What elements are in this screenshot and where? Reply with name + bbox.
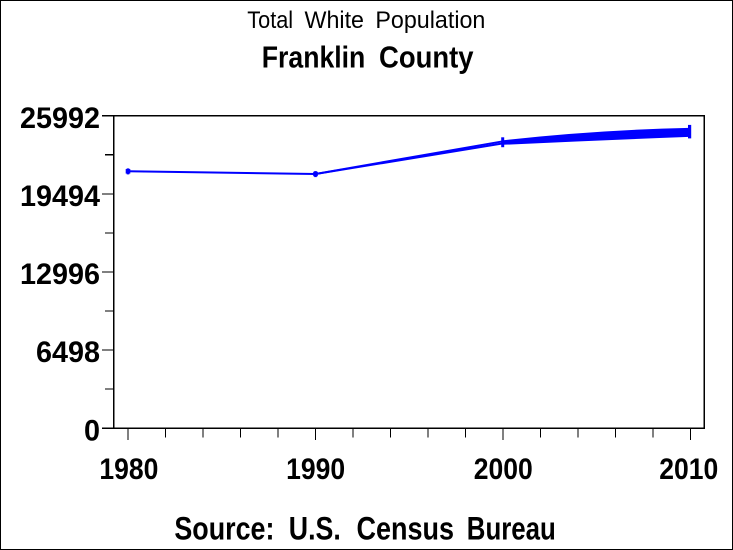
svg-text:U.S.: U.S. [289, 510, 341, 546]
svg-text:Franklin: Franklin [262, 42, 366, 75]
svg-text:White: White [305, 7, 365, 34]
svg-text:County: County [379, 42, 474, 75]
svg-text:2010: 2010 [659, 453, 718, 486]
svg-text:6498: 6498 [36, 336, 100, 369]
svg-text:Population: Population [375, 7, 485, 34]
svg-text:Source:: Source: [174, 510, 274, 546]
svg-text:2000: 2000 [474, 453, 533, 486]
svg-text:Bureau: Bureau [467, 510, 556, 546]
svg-text:0: 0 [84, 415, 100, 448]
svg-text:19494: 19494 [20, 180, 100, 213]
svg-text:12996: 12996 [20, 258, 100, 291]
svg-text:Total: Total [247, 7, 293, 34]
svg-text:Census: Census [357, 510, 455, 546]
svg-text:1980: 1980 [99, 453, 158, 486]
svg-text:25992: 25992 [20, 102, 100, 135]
svg-text:1990: 1990 [286, 453, 345, 486]
